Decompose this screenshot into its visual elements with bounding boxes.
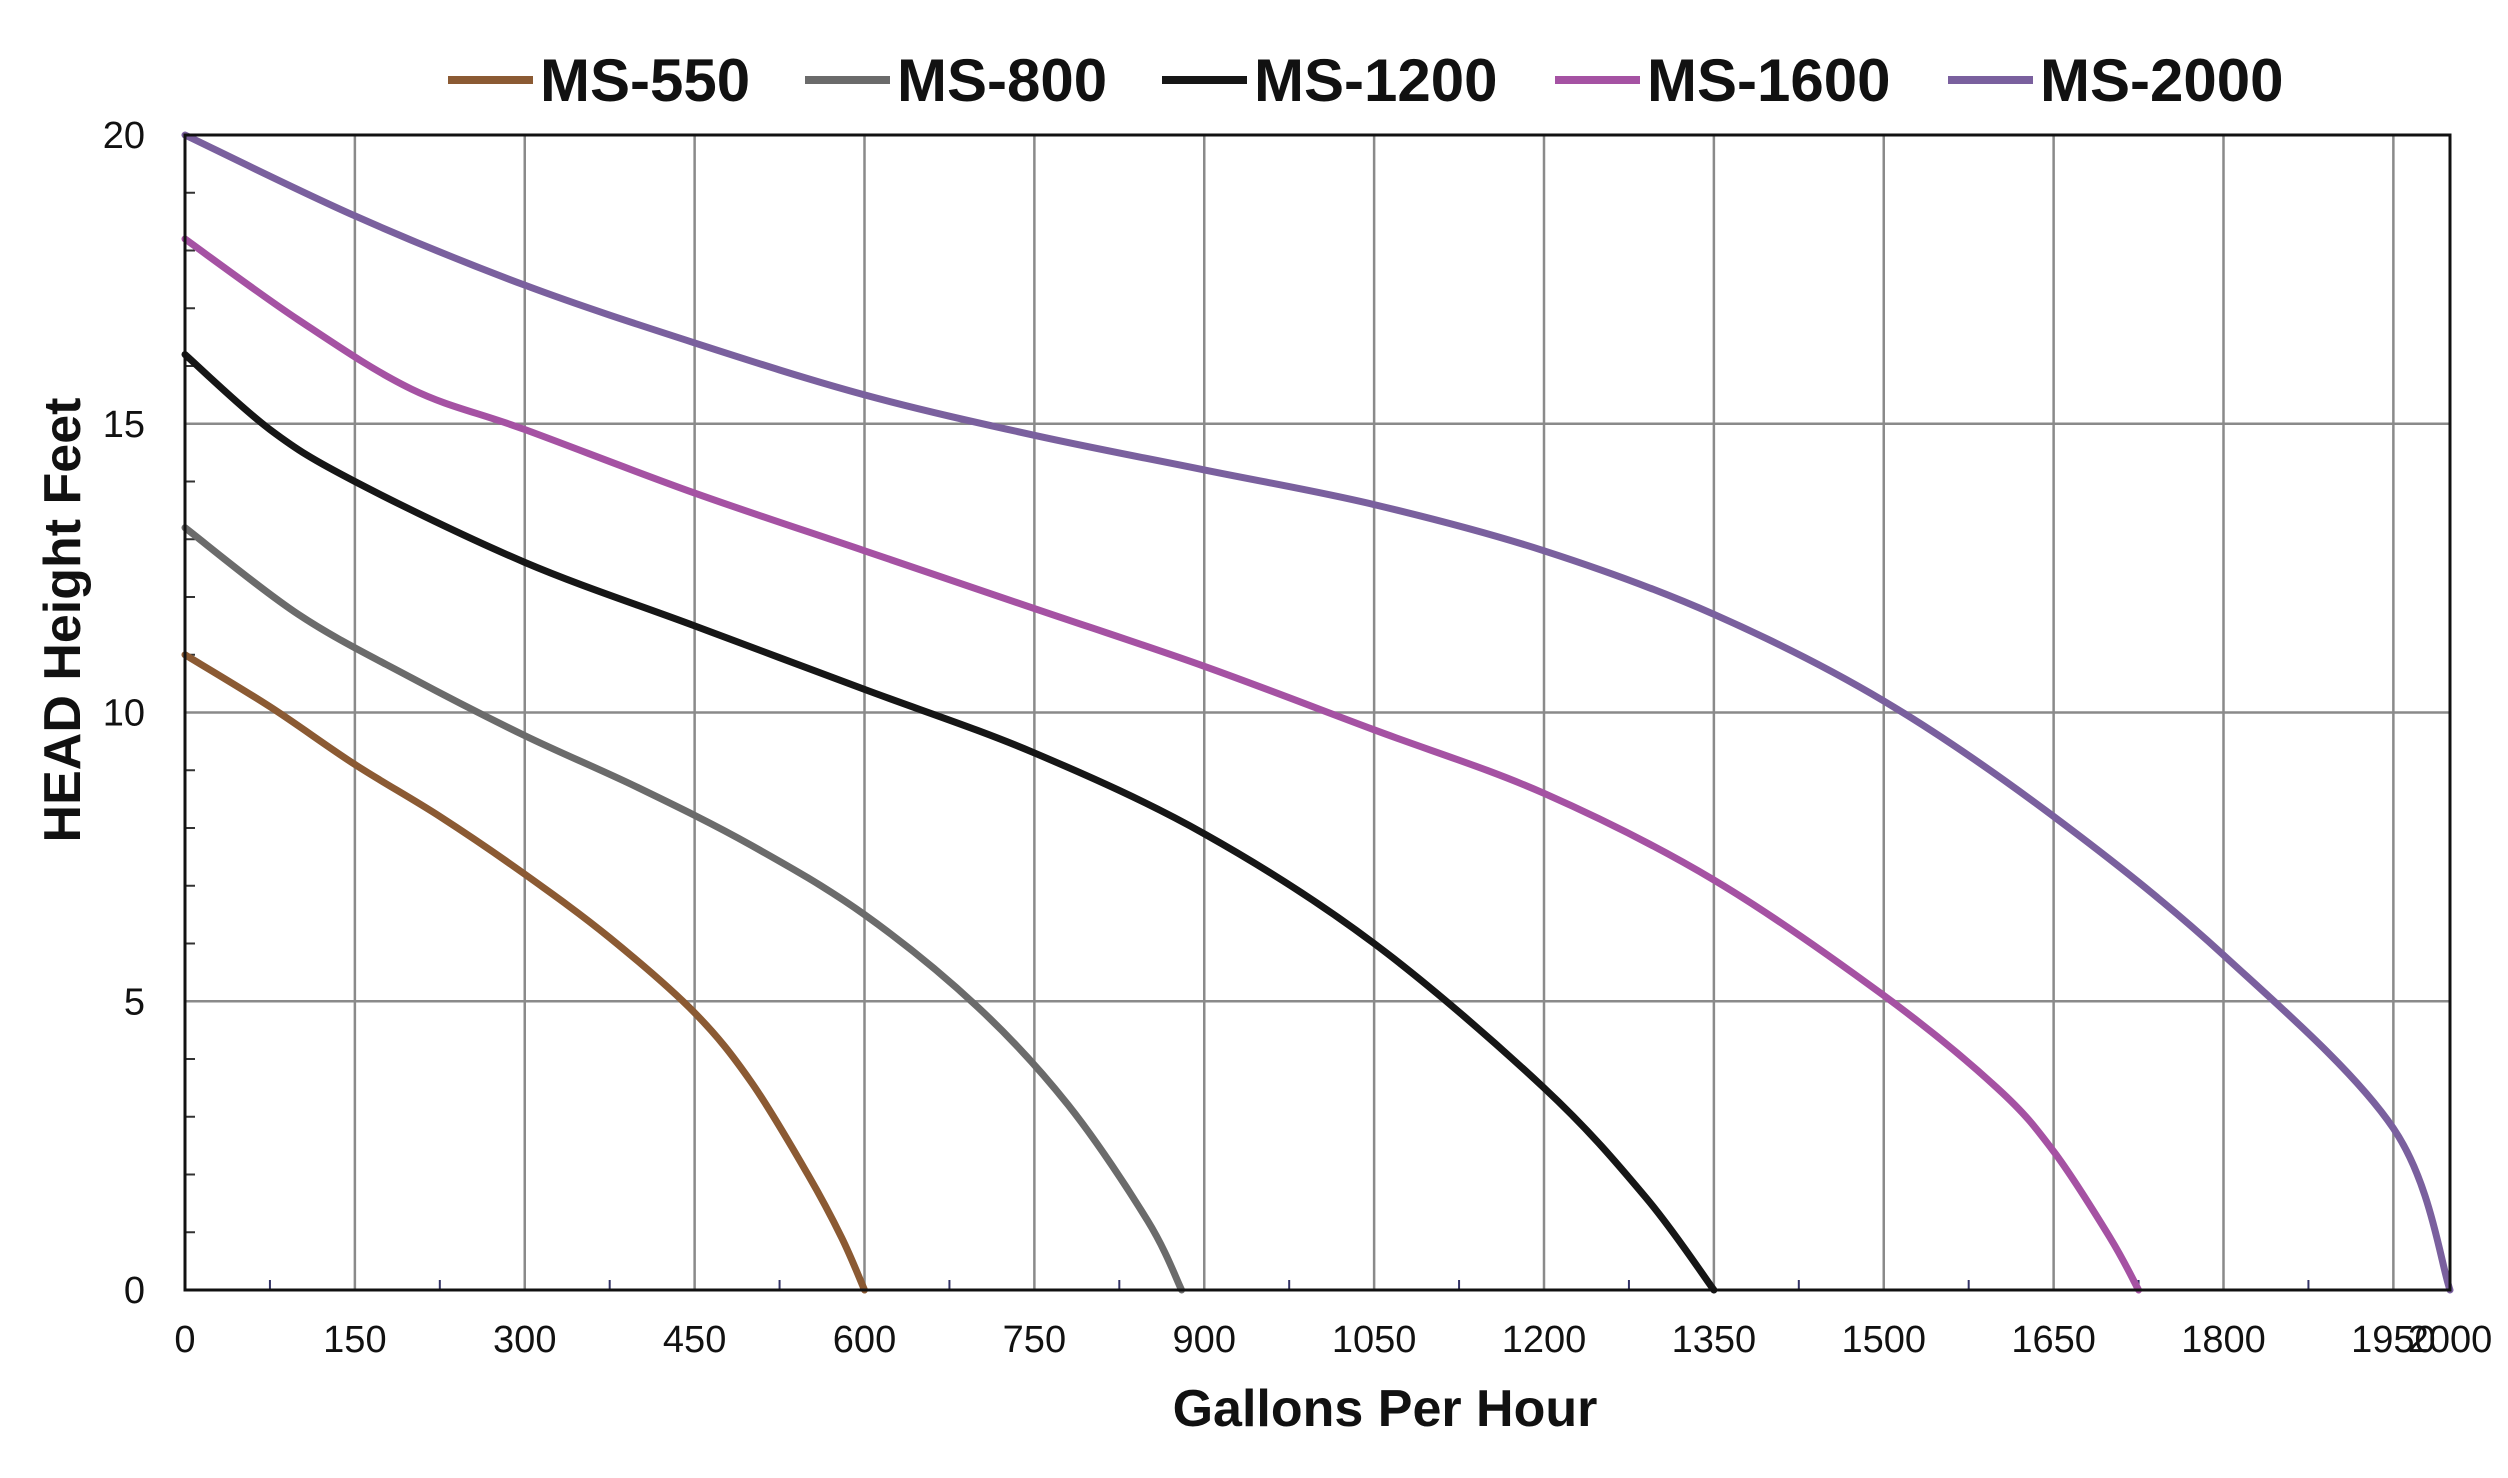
series-line-ms-1600 (181, 235, 2143, 1294)
plot-frame (183, 133, 2452, 1292)
x-tick-label: 1800 (2181, 1319, 2266, 1361)
y-tick-label: 5 (124, 981, 145, 1023)
x-tick-label: 1650 (2011, 1319, 2096, 1361)
legend-label: MS-1200 (1254, 47, 1497, 114)
legend-item-ms-1200: MS-1200 (1162, 47, 1497, 114)
y-tick-label: 0 (124, 1270, 145, 1312)
series-line-ms-1200 (181, 350, 1718, 1294)
x-tick-label: 1350 (1672, 1319, 1757, 1361)
x-tick-label: 750 (1003, 1319, 1066, 1361)
x-tick-label: 1050 (1332, 1319, 1417, 1361)
x-tick-label: 2000 (2408, 1319, 2493, 1361)
x-tick-label: 1200 (1502, 1319, 1587, 1361)
legend-item-ms-550: MS-550 (448, 47, 750, 114)
y-axis-title: HEAD Height Feet (34, 398, 92, 843)
y-tick-labels: 0 5 10 15 20 (103, 115, 145, 1312)
legend-label: MS-2000 (2040, 47, 2283, 114)
x-axis-title: Gallons Per Hour (1173, 1380, 1598, 1438)
legend: MS-550 MS-800 MS-1200 MS-1600 MS-2000 (448, 47, 2283, 114)
x-tick-label: 300 (493, 1319, 556, 1361)
x-tick-label: 600 (833, 1319, 896, 1361)
x-tick-label: 450 (663, 1319, 726, 1361)
x-tick-label: 900 (1173, 1319, 1236, 1361)
x-tick-label: 0 (174, 1319, 195, 1361)
legend-label: MS-550 (540, 47, 750, 114)
legend-label: MS-800 (897, 47, 1107, 114)
legend-item-ms-800: MS-800 (805, 47, 1107, 114)
series-line-ms-550 (181, 651, 868, 1294)
legend-item-ms-2000: MS-2000 (1948, 47, 2283, 114)
y-tick-label: 10 (103, 693, 145, 735)
x-tick-label: 150 (323, 1319, 386, 1361)
x-tick-labels: 0 150 300 450 600 750 900 1050 1200 1350 1500 1650 1… (174, 1319, 2492, 1361)
y-tick-label: 20 (103, 115, 145, 157)
x-tick-label: 1950 (2351, 1319, 2436, 1361)
x-tick-label: 1500 (1841, 1319, 1926, 1361)
data-series (181, 131, 2454, 1294)
y-tick-label: 15 (103, 404, 145, 446)
legend-label: MS-1600 (1647, 47, 1890, 114)
legend-item-ms-1600: MS-1600 (1555, 47, 1890, 114)
series-line-ms-800 (181, 524, 1186, 1294)
minor-ticks (185, 191, 2310, 1290)
series-line-ms-2000 (181, 131, 2454, 1294)
